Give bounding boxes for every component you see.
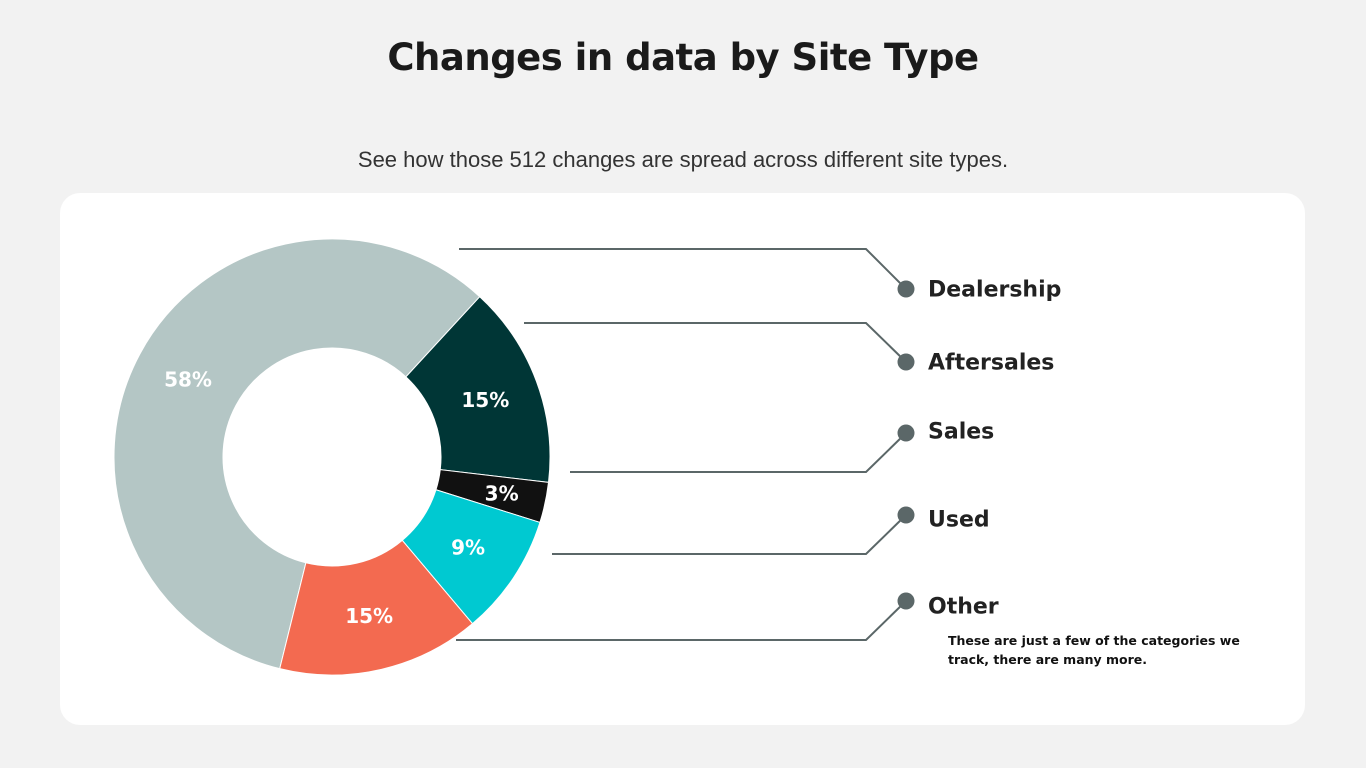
- legend-label-other: Other: [928, 595, 999, 620]
- slice-label-used: 9%: [451, 536, 485, 560]
- legend-label-used: Used: [928, 508, 990, 533]
- legend-dot-dealership: [897, 280, 915, 298]
- slice-label-dealership: 58%: [164, 368, 212, 392]
- legend: Dealership Aftersales Sales Used Other: [456, 248, 1061, 641]
- page-subtitle: See how those 512 changes are spread acr…: [357, 147, 1009, 172]
- connector-sales: [570, 432, 907, 473]
- slice-label-aftersales: 15%: [461, 388, 509, 412]
- slice-dealership[interactable]: [113, 238, 481, 670]
- legend-label-sales: Sales: [928, 420, 994, 445]
- footnote: These are just a few of the categories w…: [948, 633, 1240, 667]
- legend-dot-aftersales: [897, 353, 915, 371]
- legend-label-aftersales: Aftersales: [928, 351, 1054, 376]
- connector-other: [456, 600, 907, 641]
- legend-dot-used: [897, 506, 915, 524]
- slices: [113, 238, 551, 676]
- connector-used: [552, 514, 907, 555]
- slice-label-other: 15%: [345, 604, 393, 628]
- slice-labels: 58% 15% 3% 9% 15%: [164, 368, 519, 629]
- legend-dot-other: [897, 592, 915, 610]
- legend-dot-sales: [897, 424, 915, 442]
- connector-dealership: [459, 248, 907, 290]
- page-title: Changes in data by Site Type: [387, 36, 979, 79]
- connector-aftersales: [524, 322, 907, 363]
- slice-label-sales: 3%: [485, 481, 519, 505]
- legend-label-dealership: Dealership: [928, 278, 1061, 303]
- slice-aftersales[interactable]: [405, 296, 551, 483]
- slice-other[interactable]: [279, 539, 474, 676]
